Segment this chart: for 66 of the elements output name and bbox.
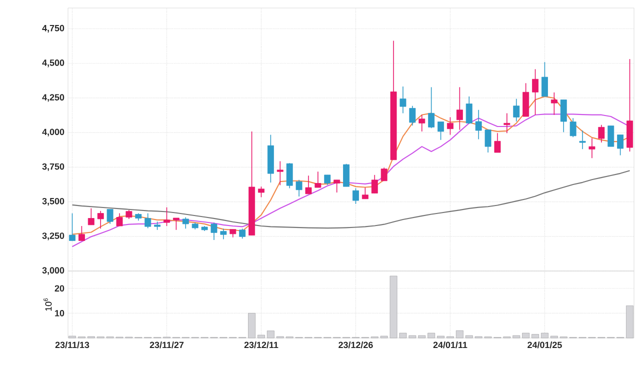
candlestick (484, 129, 492, 153)
candlestick (608, 125, 614, 147)
candlestick (97, 210, 104, 230)
y-tick-label: 20 (54, 285, 64, 292)
y-tick-label: 3,500 (42, 198, 64, 206)
y-tick-label: 4,250 (42, 94, 64, 102)
candlestick (400, 86, 406, 114)
candlestick (78, 226, 85, 242)
y-tick-label: 3,000 (42, 267, 64, 275)
candlestick (286, 162, 293, 189)
x-tick-label: 24/01/25 (528, 342, 562, 348)
candlestick (541, 62, 548, 97)
candlestick (210, 222, 218, 240)
candlestick (172, 218, 180, 230)
x-tick-label: 23/11/27 (150, 342, 184, 348)
y-tick-label: 3,250 (42, 232, 64, 240)
candlestick (579, 130, 586, 150)
candlestick (106, 208, 114, 224)
x-tick-label: 23/12/11 (244, 342, 278, 348)
candlestick (116, 212, 123, 226)
x-tick-label: 23/11/13 (55, 342, 90, 348)
candlestick (334, 180, 340, 193)
candlestick (513, 98, 520, 122)
candlestick (494, 132, 501, 153)
candlestick (88, 208, 94, 226)
candlestick (550, 92, 558, 116)
y-tick-label: 3,750 (42, 163, 64, 172)
candlestick (617, 134, 624, 156)
candlestick (447, 116, 454, 136)
candlestick (371, 174, 378, 194)
candlestick (69, 212, 76, 242)
candlestick (276, 160, 284, 186)
candlestick (343, 163, 350, 187)
candlestick (475, 109, 482, 140)
candlestick (305, 175, 312, 194)
candlestick (314, 171, 322, 188)
candlestick (362, 187, 368, 200)
y-tick-label: 4,000 (42, 128, 64, 136)
candlestick (438, 121, 444, 140)
candlestick (164, 206, 170, 226)
candlestick (504, 112, 510, 134)
candlestick (418, 114, 426, 132)
candlestick (144, 212, 152, 229)
candlestick (352, 188, 359, 204)
candlestick (456, 86, 463, 130)
candlestick (428, 86, 435, 129)
candlestick (532, 68, 538, 116)
candlestick (258, 186, 264, 198)
candlestick (598, 124, 605, 143)
y-tick-label: 10 (55, 310, 64, 316)
candlestick (588, 138, 596, 159)
candlestick (296, 180, 302, 197)
y-tick-label: 4,500 (42, 60, 64, 68)
candlestick (182, 216, 189, 230)
candlestick (380, 167, 388, 182)
candlestick (324, 174, 331, 186)
candlestick (409, 105, 416, 126)
candlestick (560, 99, 567, 133)
candlestick (466, 96, 472, 124)
y-axis-title: 10$^{6}$ (44, 298, 52, 311)
x-tick-label: 23/12/26 (338, 342, 373, 348)
candlestick (570, 118, 576, 138)
candlestick (239, 228, 246, 240)
candlestick (220, 228, 227, 240)
y-tick-label: 4,750 (42, 24, 64, 33)
x-tick-label: 24/01/11 (433, 342, 468, 348)
